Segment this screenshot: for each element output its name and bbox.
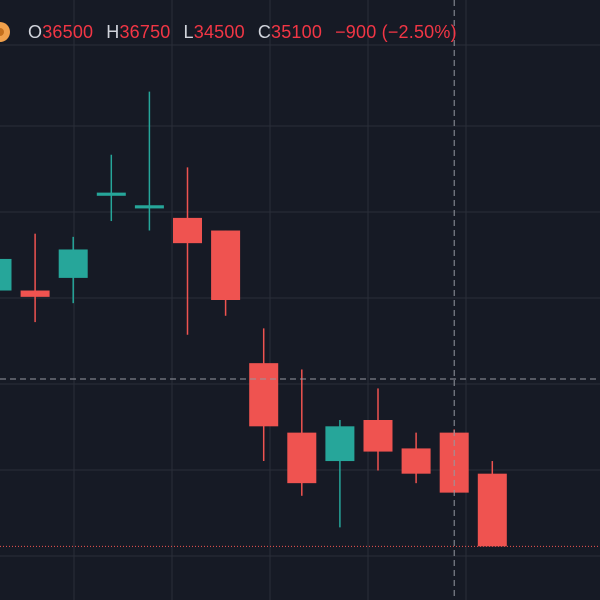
candle-body [58,249,88,278]
legend-low: L34500 [184,22,245,43]
candles [0,91,507,547]
ohlc-legend: O36500 H36750 L34500 C35100 −900 (−2.50%… [0,18,457,46]
candle [173,167,202,335]
legend-change: −900 (−2.50%) [335,21,457,42]
candle [287,369,317,496]
coin-icon[interactable] [0,22,10,42]
candle-body [363,420,393,452]
legend-close-key: C [257,21,272,42]
candle-body [0,258,12,291]
legend-close: C35100 [258,22,322,43]
legend-low-value: 34500 [193,21,245,42]
candle-body [134,205,164,209]
legend-high-key: H [106,21,120,42]
candle [0,258,12,291]
legend-close-value: 35100 [271,21,323,42]
candle [325,420,355,528]
candle [401,432,431,484]
legend-open: O36500 [28,22,93,43]
candle [249,328,279,462]
candle [477,461,507,547]
candle-body [96,192,126,196]
legend-open-value: 36500 [42,21,94,42]
candle [20,233,50,323]
legend-low-key: L [183,21,194,42]
candle-body [211,230,241,300]
legend-high-value: 36750 [119,21,171,42]
candle-body [173,217,202,244]
candle [58,236,88,304]
candle [211,230,241,316]
candle-body [287,432,317,484]
candle-body [249,363,279,427]
candle-body [401,448,431,474]
legend-open-key: O [28,21,43,42]
candle-body [325,426,355,462]
candle [96,154,126,222]
candle [134,91,164,231]
candle-body [477,473,507,547]
legend-high: H36750 [106,22,170,43]
candle-body [20,290,50,297]
candle [363,388,393,471]
